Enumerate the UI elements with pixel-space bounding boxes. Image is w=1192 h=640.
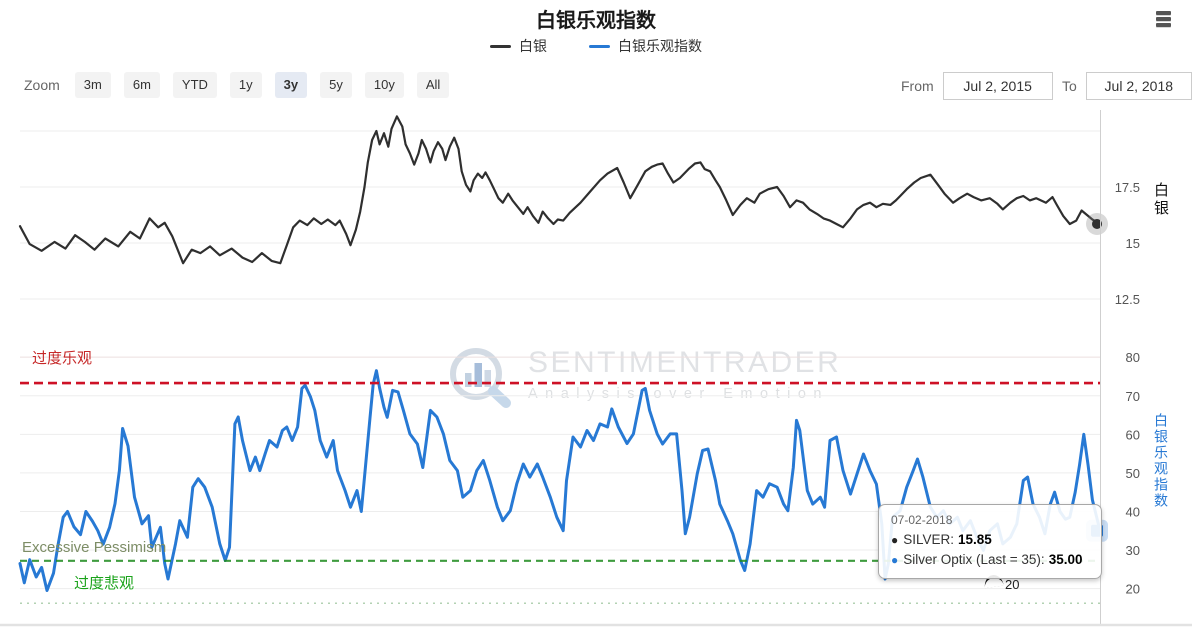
hamburger-menu-icon[interactable] [1156, 11, 1174, 29]
menu-bar [1156, 11, 1171, 15]
magnifier-barchart-logo-icon [450, 348, 511, 408]
svg-text:15: 15 [1126, 236, 1140, 251]
watermark-brand: SENTIMENTRADER [528, 346, 842, 379]
menu-bar [1156, 17, 1171, 21]
watermark: SENTIMENTRADER Analysis over Emotion [448, 346, 841, 412]
tooltip-date: 07-02-2018 [891, 513, 953, 527]
zoom-button-1y[interactable]: 1y [229, 72, 262, 98]
from-label: From [901, 78, 934, 94]
zoom-label: Zoom [24, 76, 60, 93]
svg-text:30: 30 [1126, 543, 1140, 558]
tooltip-series-label: Silver Optix (Last = 35): [903, 551, 1045, 567]
tooltip-series-value: 35.00 [1048, 551, 1083, 567]
zoom-button-3y[interactable]: 3y [274, 72, 308, 98]
page-title: 白银乐观指数 [536, 10, 656, 32]
legend-swatch-1 [589, 44, 610, 48]
watermark-tagline: Analysis over Emotion [528, 386, 829, 402]
svg-text:50: 50 [1126, 466, 1140, 481]
zoom-button-all[interactable]: All [416, 72, 450, 98]
svg-text:60: 60 [1126, 427, 1140, 442]
range-from-group: From [901, 72, 1053, 100]
tooltip-bullet-0: ● [891, 533, 899, 548]
tooltip-row-optix: ● Silver Optix (Last = 35): 35.00 [891, 550, 1089, 570]
zoom-button-5y[interactable]: 5y [320, 72, 352, 98]
tooltip-series-label: SILVER: [903, 532, 955, 548]
excessive-pessimism-label-en: Excessive Pessimism [22, 539, 167, 556]
stray-axis-value-label: 20 [1005, 577, 1020, 592]
tooltip-series-value: 15.85 [958, 532, 992, 548]
legend-label: 白银 [519, 38, 547, 54]
chart-tooltip: 07-02-2018 ● SILVER: 15.85 ● Silver Optix (… [878, 504, 1102, 579]
to-label: To [1062, 78, 1077, 94]
svg-text:80: 80 [1126, 350, 1140, 365]
zoom-button-10y[interactable]: 10y [364, 72, 404, 98]
legend-label: 白银乐观指数 [618, 38, 702, 54]
zoom-button-ytd[interactable]: YTD [172, 72, 217, 98]
to-date-input[interactable] [1085, 72, 1192, 100]
tooltip-row-silver: ● SILVER: 15.85 [891, 530, 1089, 550]
menu-bar [1156, 23, 1171, 27]
range-to-group: To [1062, 72, 1192, 100]
silver-axis-title: 白银 [1152, 182, 1169, 218]
tooltip-bullet-1: ● [891, 552, 899, 567]
svg-text:40: 40 [1126, 504, 1140, 519]
legend-item-silver[interactable]: 白银 [490, 36, 547, 56]
legend-swatch-0 [490, 44, 511, 48]
zoom-toolbar: Zoom 3m 6m YTD 1y 3y 5y 10y All [24, 72, 450, 98]
excessive-pessimism-label-cn: 过度悲观 [74, 575, 135, 592]
svg-text:12.5: 12.5 [1115, 292, 1140, 307]
excessive-optimism-label: 过度乐观 [32, 350, 93, 367]
optix-axis-title: 白银乐观指数 [1153, 413, 1169, 509]
legend-item-optix[interactable]: 白银乐观指数 [589, 36, 702, 56]
legend: 白银 白银乐观指数 [0, 36, 1192, 56]
zoom-button-6m[interactable]: 6m [123, 72, 160, 98]
from-date-input[interactable] [942, 72, 1053, 100]
svg-text:17.5: 17.5 [1115, 180, 1140, 195]
zoom-button-3m[interactable]: 3m [74, 72, 111, 98]
svg-text:70: 70 [1126, 389, 1140, 404]
svg-text:20: 20 [1126, 582, 1140, 597]
